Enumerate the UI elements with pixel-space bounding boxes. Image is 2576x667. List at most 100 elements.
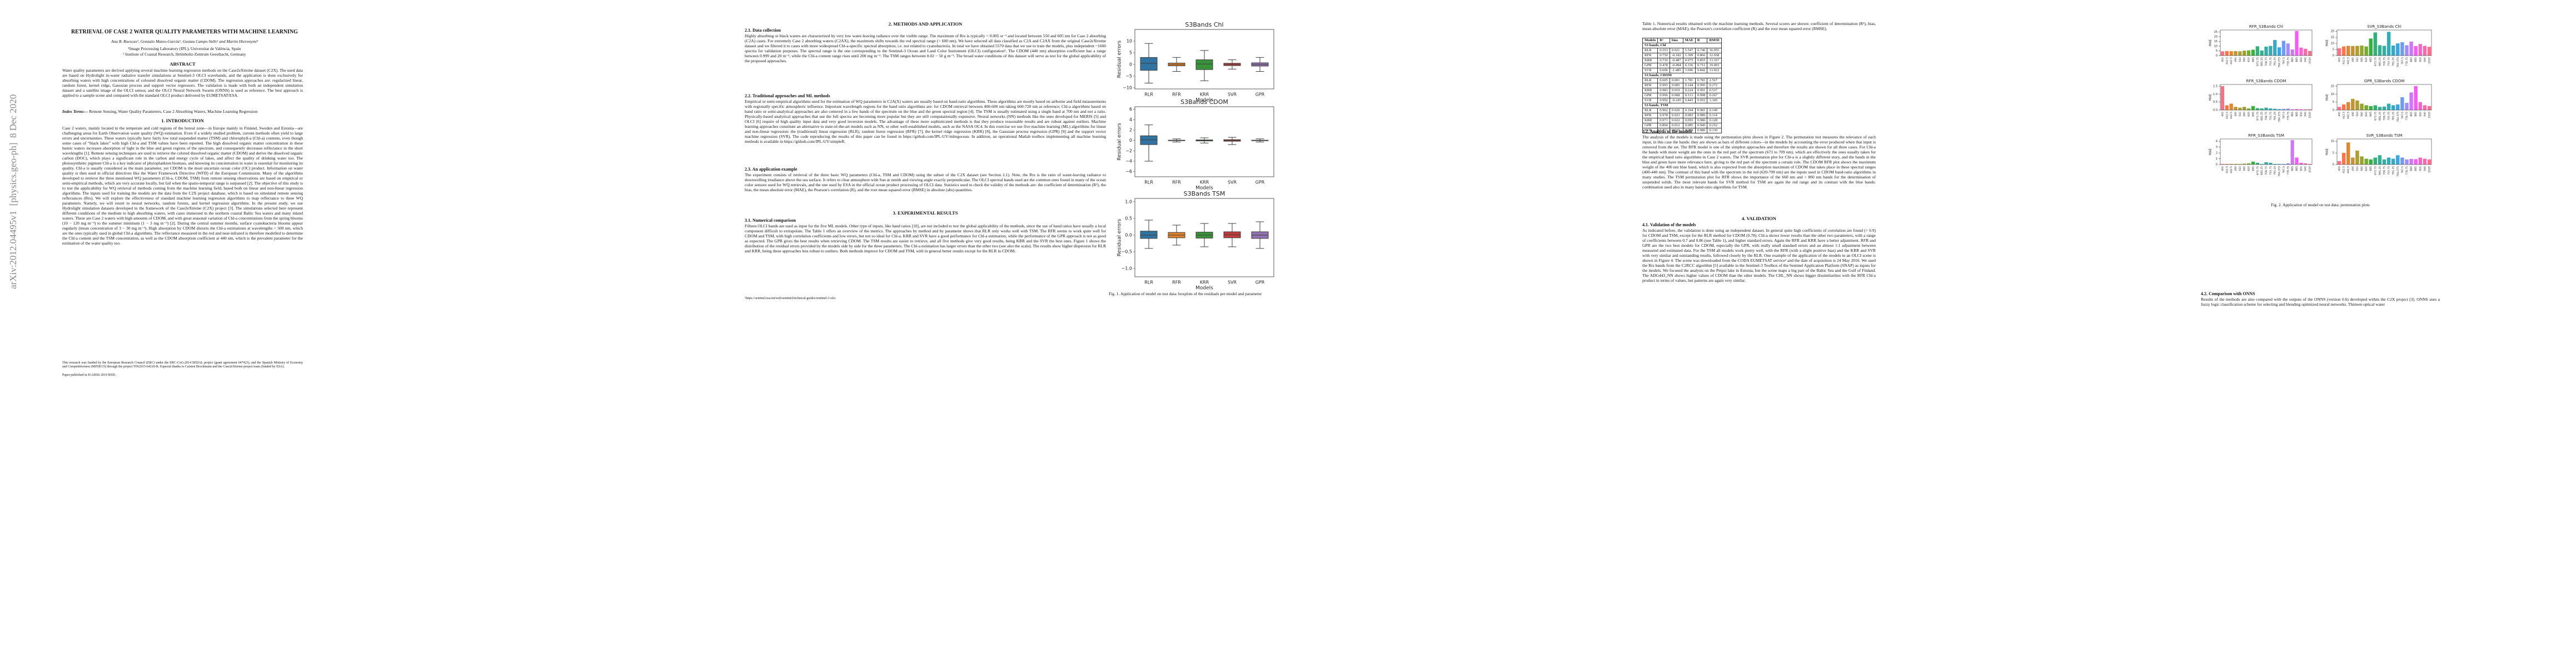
x-tick-label: 708.75 bbox=[2383, 166, 2386, 175]
x-tick-label: 490 bbox=[2234, 112, 2238, 117]
plot-frame bbox=[2336, 84, 2432, 111]
body-text: As indicated before, the validation is d… bbox=[1642, 228, 1876, 283]
body-text: Empirical or semi-empirical algorithms u… bbox=[745, 99, 1106, 144]
x-tick-label: 767.5 bbox=[2282, 112, 2285, 119]
x-tick-label: 620 bbox=[2248, 112, 2251, 117]
bar bbox=[2360, 103, 2364, 110]
body-text: The analysis of the models is made using… bbox=[1642, 135, 1876, 190]
plot-frame bbox=[1134, 106, 1274, 177]
bar bbox=[2414, 86, 2418, 110]
section-heading: 1. INTRODUCTION bbox=[161, 118, 204, 123]
y-tick-label: 2 bbox=[2216, 152, 2218, 155]
x-tick-label: 400 bbox=[2221, 112, 2224, 117]
body-text: Fifteen OLCI bands are used as input for… bbox=[745, 223, 1106, 253]
y-tick-label: 4 bbox=[1129, 117, 1132, 122]
bar bbox=[2234, 51, 2238, 56]
table-row: RLR 0.553 0.021 5.547 0.746 16.955 bbox=[1642, 48, 1722, 53]
x-tick-label: 560 bbox=[2360, 166, 2364, 171]
x-tick-label: 442.5 bbox=[2347, 166, 2350, 173]
y-tick-label: −4 bbox=[1125, 159, 1132, 164]
x-tick-label: 412.5 bbox=[2343, 57, 2346, 64]
x-tick-label: KRR bbox=[1200, 180, 1209, 185]
x-tick-label: 510 bbox=[2239, 166, 2242, 171]
x-tick-label: 1020 bbox=[2309, 166, 2312, 173]
x-tick-label: 708.75 bbox=[2265, 112, 2268, 121]
bar bbox=[2355, 150, 2359, 165]
y-tick-label: 5 bbox=[1129, 50, 1132, 55]
x-tick-label: 620 bbox=[2365, 166, 2368, 171]
y-tick-label: 2 bbox=[1129, 128, 1132, 133]
bar bbox=[2281, 41, 2286, 56]
y-tick-label: 0.0 bbox=[2213, 109, 2218, 112]
section-heading: ABSTRACT bbox=[170, 61, 196, 67]
x-tick-label: 490 bbox=[2234, 166, 2238, 171]
y-tick-label: 5 bbox=[2333, 152, 2334, 155]
x-tick-label: 490 bbox=[2351, 112, 2355, 117]
x-tick-label: 510 bbox=[2356, 57, 2359, 62]
y-axis-label: MAE bbox=[2209, 148, 2213, 155]
bar bbox=[2255, 162, 2259, 165]
plot-frame bbox=[2336, 29, 2432, 56]
x-tick-label: SVR bbox=[1228, 280, 1237, 285]
x-tick-label: 753.75 bbox=[2269, 57, 2273, 66]
table-container: Models R² bias MAE R RMSE S3 bands, Chl RLR 0.55… bbox=[1642, 38, 1722, 133]
bar bbox=[2423, 46, 2427, 56]
bar bbox=[2273, 108, 2277, 110]
subsection-heading: 3.2. Analysis of the models bbox=[1642, 129, 1692, 134]
bar bbox=[2427, 159, 2431, 165]
x-tick-label: 412.5 bbox=[2343, 112, 2346, 119]
bar bbox=[2346, 46, 2350, 56]
x-tick-label: 400 bbox=[2221, 166, 2224, 171]
bar bbox=[2369, 159, 2373, 165]
x-tick-label: 442.5 bbox=[2347, 112, 2350, 119]
affiliation: ¹Image Processing Laboratory (IPL), Univ… bbox=[128, 46, 241, 51]
bar bbox=[2414, 46, 2418, 56]
plot-frame bbox=[2336, 138, 2432, 165]
x-tick-label: 778.75 bbox=[2405, 57, 2409, 66]
bar bbox=[2277, 47, 2281, 56]
x-tick-label: 767.5 bbox=[2401, 112, 2404, 119]
x-tick-label: 940 bbox=[2304, 112, 2308, 117]
x-tick-label: 673.75 bbox=[2374, 112, 2377, 121]
bar bbox=[2337, 107, 2341, 110]
y-axis-label: Residual errors bbox=[1117, 41, 1123, 78]
x-tick-label: 681.25 bbox=[2378, 57, 2381, 66]
x-tick-label: 1020 bbox=[2428, 57, 2431, 64]
bar bbox=[2396, 155, 2400, 165]
x-tick-label: 764.375 bbox=[2278, 166, 2281, 177]
bar bbox=[2304, 48, 2308, 56]
x-tick-label: RLR bbox=[1144, 180, 1153, 185]
bar bbox=[2409, 158, 2413, 165]
x-tick-label: 412.5 bbox=[2225, 57, 2229, 64]
bar bbox=[2341, 104, 2346, 110]
bar bbox=[2246, 50, 2251, 56]
table-row: SVR 0.971 0.029 0.088 0.986 0.130 bbox=[1642, 128, 1722, 133]
bar bbox=[2373, 105, 2378, 110]
bar bbox=[2355, 46, 2359, 56]
y-tick-label: 1.0 bbox=[2213, 93, 2218, 96]
x-tick-label: GPR bbox=[1255, 180, 1265, 185]
bar bbox=[2255, 46, 2259, 56]
y-tick-label: 10 bbox=[2331, 93, 2334, 96]
x-tick-label: 885 bbox=[2295, 57, 2299, 62]
y-tick-label: 20 bbox=[2214, 35, 2218, 38]
bar bbox=[2351, 98, 2355, 110]
x-tick-label: 778.75 bbox=[2405, 166, 2409, 175]
y-tick-label: 0 bbox=[2333, 163, 2334, 167]
bar bbox=[2427, 106, 2431, 110]
chart-title: S3Bands Chl bbox=[1185, 21, 1223, 28]
y-tick-label: 1 bbox=[2216, 157, 2218, 161]
table-caption: Table 1. Numerical results obtained with… bbox=[1642, 21, 1876, 31]
y-axis-label: Residual errors bbox=[1117, 123, 1123, 161]
bar bbox=[2290, 109, 2294, 110]
bar bbox=[2251, 161, 2255, 165]
bar bbox=[2355, 100, 2359, 110]
x-tick-label: 400 bbox=[2221, 57, 2224, 62]
body-text: The experiment consists of retrieval of … bbox=[745, 172, 1106, 192]
bar bbox=[2391, 158, 2395, 165]
bar bbox=[2243, 51, 2246, 56]
x-tick-label: 761.25 bbox=[2392, 112, 2395, 121]
bar bbox=[2269, 162, 2273, 165]
x-tick-label: 753.75 bbox=[2388, 112, 2391, 121]
